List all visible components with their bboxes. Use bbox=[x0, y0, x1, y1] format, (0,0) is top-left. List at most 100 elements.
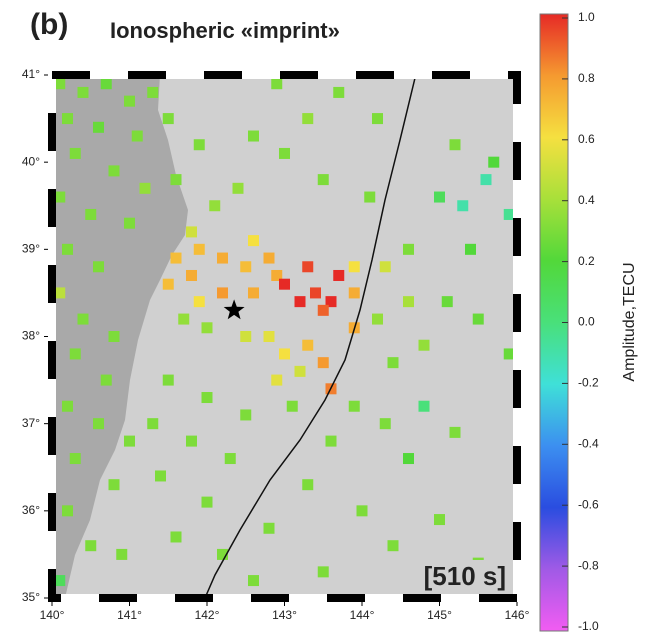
station-point bbox=[240, 409, 252, 421]
colorbar-label: Amplitude,TECU bbox=[621, 262, 638, 381]
station-point bbox=[488, 156, 500, 168]
station-point bbox=[62, 400, 73, 412]
colorbar-tick-label: -0.2 bbox=[578, 376, 599, 390]
station-point bbox=[263, 331, 275, 342]
station-point bbox=[503, 348, 515, 360]
station-point bbox=[348, 261, 360, 273]
station-point bbox=[54, 287, 66, 299]
epicenter-star bbox=[223, 299, 245, 320]
station-point bbox=[193, 243, 205, 255]
station-point bbox=[271, 269, 283, 281]
station-point bbox=[302, 479, 314, 491]
station-point bbox=[248, 130, 259, 142]
station-point bbox=[108, 165, 120, 177]
station-point bbox=[418, 400, 430, 412]
station-point bbox=[372, 113, 383, 125]
station-point bbox=[379, 261, 391, 273]
station-point bbox=[100, 374, 112, 386]
station-point bbox=[186, 269, 197, 281]
station-point bbox=[325, 435, 337, 447]
station-point bbox=[170, 174, 182, 186]
frame-dashes bbox=[48, 71, 521, 602]
x-tick-label: 140° bbox=[40, 608, 65, 622]
station-point bbox=[333, 86, 345, 98]
station-point bbox=[348, 400, 360, 412]
station-point bbox=[201, 496, 213, 508]
trench-line bbox=[204, 77, 416, 599]
station-point bbox=[302, 261, 314, 273]
station-point bbox=[162, 374, 174, 386]
station-point bbox=[217, 548, 228, 560]
colorbar-tick-label: 0.2 bbox=[578, 254, 595, 268]
station-point bbox=[465, 243, 476, 255]
x-tick-label: 143° bbox=[272, 608, 297, 622]
station-point bbox=[317, 566, 329, 578]
station-point bbox=[279, 278, 290, 290]
station-point bbox=[279, 348, 290, 360]
station-point bbox=[193, 296, 205, 308]
station-point bbox=[131, 130, 143, 142]
station-point bbox=[449, 139, 461, 151]
station-point bbox=[240, 331, 252, 342]
x-tick-label: 144° bbox=[350, 608, 375, 622]
station-point bbox=[441, 296, 453, 308]
station-point bbox=[186, 435, 197, 447]
station-point bbox=[85, 208, 97, 220]
station-point bbox=[263, 252, 275, 264]
y-tick-label: 40° bbox=[22, 154, 40, 168]
y-tick-label: 38° bbox=[22, 329, 40, 343]
station-point bbox=[403, 296, 414, 308]
y-tick-label: 39° bbox=[22, 242, 40, 256]
station-point bbox=[69, 348, 81, 360]
station-point bbox=[240, 261, 252, 273]
station-point bbox=[279, 147, 290, 159]
station-point bbox=[294, 296, 306, 308]
colorbar-tick-label: 0.6 bbox=[578, 132, 595, 146]
annotation-box bbox=[415, 560, 511, 594]
station-point bbox=[170, 252, 182, 264]
colorbar-tick-label: 0.4 bbox=[578, 193, 595, 207]
station-point bbox=[62, 113, 73, 125]
colorbar-tick-label: 1.0 bbox=[578, 10, 595, 24]
y-tick-label: 35° bbox=[22, 590, 40, 604]
y-tick-label: 37° bbox=[22, 416, 40, 430]
station-point bbox=[201, 392, 213, 404]
station-point bbox=[317, 304, 329, 316]
station-point bbox=[116, 548, 128, 560]
station-point bbox=[124, 217, 135, 229]
station-point bbox=[62, 243, 73, 255]
station-point bbox=[162, 278, 174, 290]
station-point bbox=[457, 200, 469, 212]
station-point bbox=[124, 435, 135, 447]
y-tick-label: 36° bbox=[22, 503, 40, 517]
station-point bbox=[302, 339, 314, 351]
x-tick-label: 142° bbox=[195, 608, 220, 622]
station-point bbox=[54, 78, 66, 90]
station-point bbox=[379, 418, 391, 430]
station-point bbox=[224, 453, 236, 465]
station-point bbox=[387, 357, 399, 369]
station-point bbox=[85, 540, 97, 552]
station-point bbox=[333, 269, 345, 281]
colorbar-tick-label: 0.8 bbox=[578, 71, 595, 85]
colorbar-tick-label: -1.0 bbox=[578, 619, 599, 633]
station-point bbox=[387, 540, 399, 552]
station-point bbox=[403, 453, 414, 465]
station-point bbox=[124, 95, 135, 107]
station-point bbox=[248, 575, 259, 587]
station-point bbox=[108, 479, 120, 491]
colorbar-tick-label: -0.6 bbox=[578, 497, 599, 511]
station-point bbox=[472, 313, 484, 325]
land bbox=[52, 75, 188, 598]
station-point bbox=[100, 78, 112, 90]
station-point bbox=[209, 200, 221, 212]
station-point bbox=[193, 139, 205, 151]
x-tick-label: 146° bbox=[505, 608, 530, 622]
station-point bbox=[434, 191, 445, 203]
station-point bbox=[294, 365, 306, 377]
station-point bbox=[449, 426, 461, 438]
station-point bbox=[178, 313, 190, 325]
station-point bbox=[162, 113, 174, 125]
station-point bbox=[325, 296, 337, 308]
points-layer bbox=[54, 78, 515, 587]
